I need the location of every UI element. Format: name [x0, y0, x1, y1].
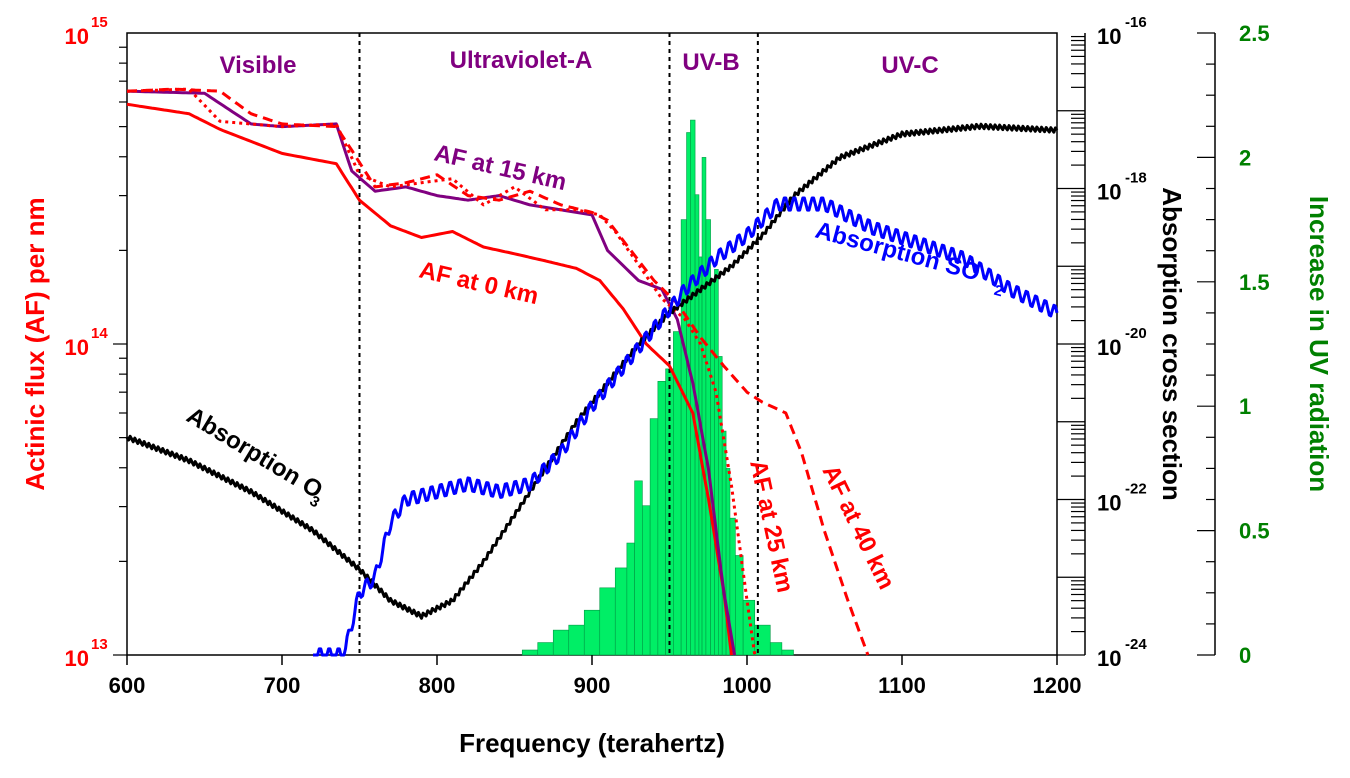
y-left-tick-base-0: 10 — [65, 24, 89, 49]
y-right-tick-label-2: 1.5 — [1239, 270, 1270, 295]
y-mid-tick-exp-3: -22 — [1125, 481, 1147, 498]
region-label-visible: Visible — [220, 52, 297, 79]
y-right-tick-label-5: 0 — [1239, 643, 1251, 668]
histogram-bar-22 — [714, 269, 719, 656]
annotation-af-15km: AF at 15 km — [432, 140, 569, 197]
histogram-layer — [521, 119, 794, 656]
histogram-bar-3 — [568, 624, 585, 656]
histogram-bar-21 — [710, 281, 715, 656]
histogram-bar-2 — [552, 629, 570, 656]
x-tick-label-0: 600 — [109, 673, 146, 698]
annotation-af-25km: AF at 25 km — [744, 458, 798, 595]
x-tick-label-6: 1200 — [1033, 673, 1082, 698]
x-tick-label-3: 900 — [574, 673, 611, 698]
histogram-bar-31 — [781, 649, 794, 656]
y-mid-tick-exp-4: -24 — [1125, 636, 1147, 653]
histogram-bar-24 — [721, 430, 727, 656]
series-line-1 — [126, 89, 737, 656]
histogram-bar-29 — [754, 624, 771, 656]
histogram-bar-10 — [649, 418, 659, 656]
y-left-axis-title: Actinic flux (AF) per nm — [20, 197, 50, 490]
x-tick-label-1: 700 — [264, 673, 301, 698]
y-mid-axis-title: Absorption cross section — [1157, 187, 1187, 501]
y-mid-tick-base-0: 10 — [1097, 24, 1121, 49]
histogram-bar-15 — [686, 132, 691, 656]
axis-layer: 600 700 800 900 1000 1100 120010151014101310-1… — [65, 14, 1270, 698]
histogram-bar-19 — [701, 157, 707, 656]
x-tick-label-2: 800 — [419, 673, 456, 698]
y-right-tick-label-1: 2 — [1239, 145, 1251, 170]
histogram-bar-30 — [769, 642, 783, 656]
histogram-bar-5 — [599, 587, 616, 656]
histogram-bar-1 — [537, 642, 554, 656]
y-right-tick-label-0: 2.5 — [1239, 21, 1270, 46]
histogram-bar-8 — [634, 480, 643, 656]
y-left-tick-base-2: 10 — [65, 646, 89, 671]
series-line-5 — [313, 196, 1059, 657]
histogram-bar-0 — [521, 649, 539, 656]
y-right-tick-label-4: 0.5 — [1239, 519, 1270, 544]
y-left-tick-exp-0: 15 — [91, 14, 108, 31]
y-left-tick-base-1: 10 — [65, 335, 89, 360]
annotation-absorption-so2: Absorption SO — [812, 217, 983, 287]
y-right-tick-label-3: 1 — [1239, 394, 1251, 419]
series-line-4 — [125, 122, 1059, 620]
y-left-tick-exp-1: 14 — [91, 325, 108, 342]
histogram-bar-7 — [626, 542, 635, 656]
annotation-absorption-o3: Absorption O — [182, 402, 327, 504]
series-line-0 — [126, 102, 733, 656]
x-tick-label-4: 1000 — [723, 673, 772, 698]
region-label-uvc: UV-C — [881, 52, 938, 79]
annotation-af-0km: AF at 0 km — [417, 257, 541, 311]
histogram-bar-9 — [642, 505, 651, 656]
x-axis-title: Frequency (terahertz) — [459, 728, 725, 758]
y-mid-tick-exp-0: -16 — [1125, 14, 1147, 31]
y-mid-tick-base-1: 10 — [1097, 180, 1121, 205]
histogram-bar-6 — [614, 567, 628, 656]
region-label-uvb: UV-B — [682, 49, 739, 76]
y-right-axis-title: Increase in UV radiation — [1304, 196, 1334, 492]
annotation-af-40km: AF at 40 km — [817, 461, 900, 594]
series-line-3 — [126, 87, 870, 656]
y-mid-tick-base-4: 10 — [1097, 646, 1121, 671]
y-mid-tick-exp-2: -20 — [1125, 325, 1147, 342]
y-mid-tick-base-3: 10 — [1097, 491, 1121, 516]
y-mid-tick-base-2: 10 — [1097, 335, 1121, 360]
series-layer — [125, 87, 1059, 657]
histogram-bar-11 — [657, 381, 666, 656]
histogram-bar-4 — [583, 609, 601, 656]
x-tick-label-5: 1100 — [878, 673, 926, 698]
y-left-tick-exp-2: 13 — [91, 636, 108, 653]
histogram-bar-23 — [718, 356, 723, 656]
region-label-uva: Ultraviolet-A — [450, 47, 593, 74]
y-mid-tick-exp-1: -18 — [1125, 170, 1147, 187]
